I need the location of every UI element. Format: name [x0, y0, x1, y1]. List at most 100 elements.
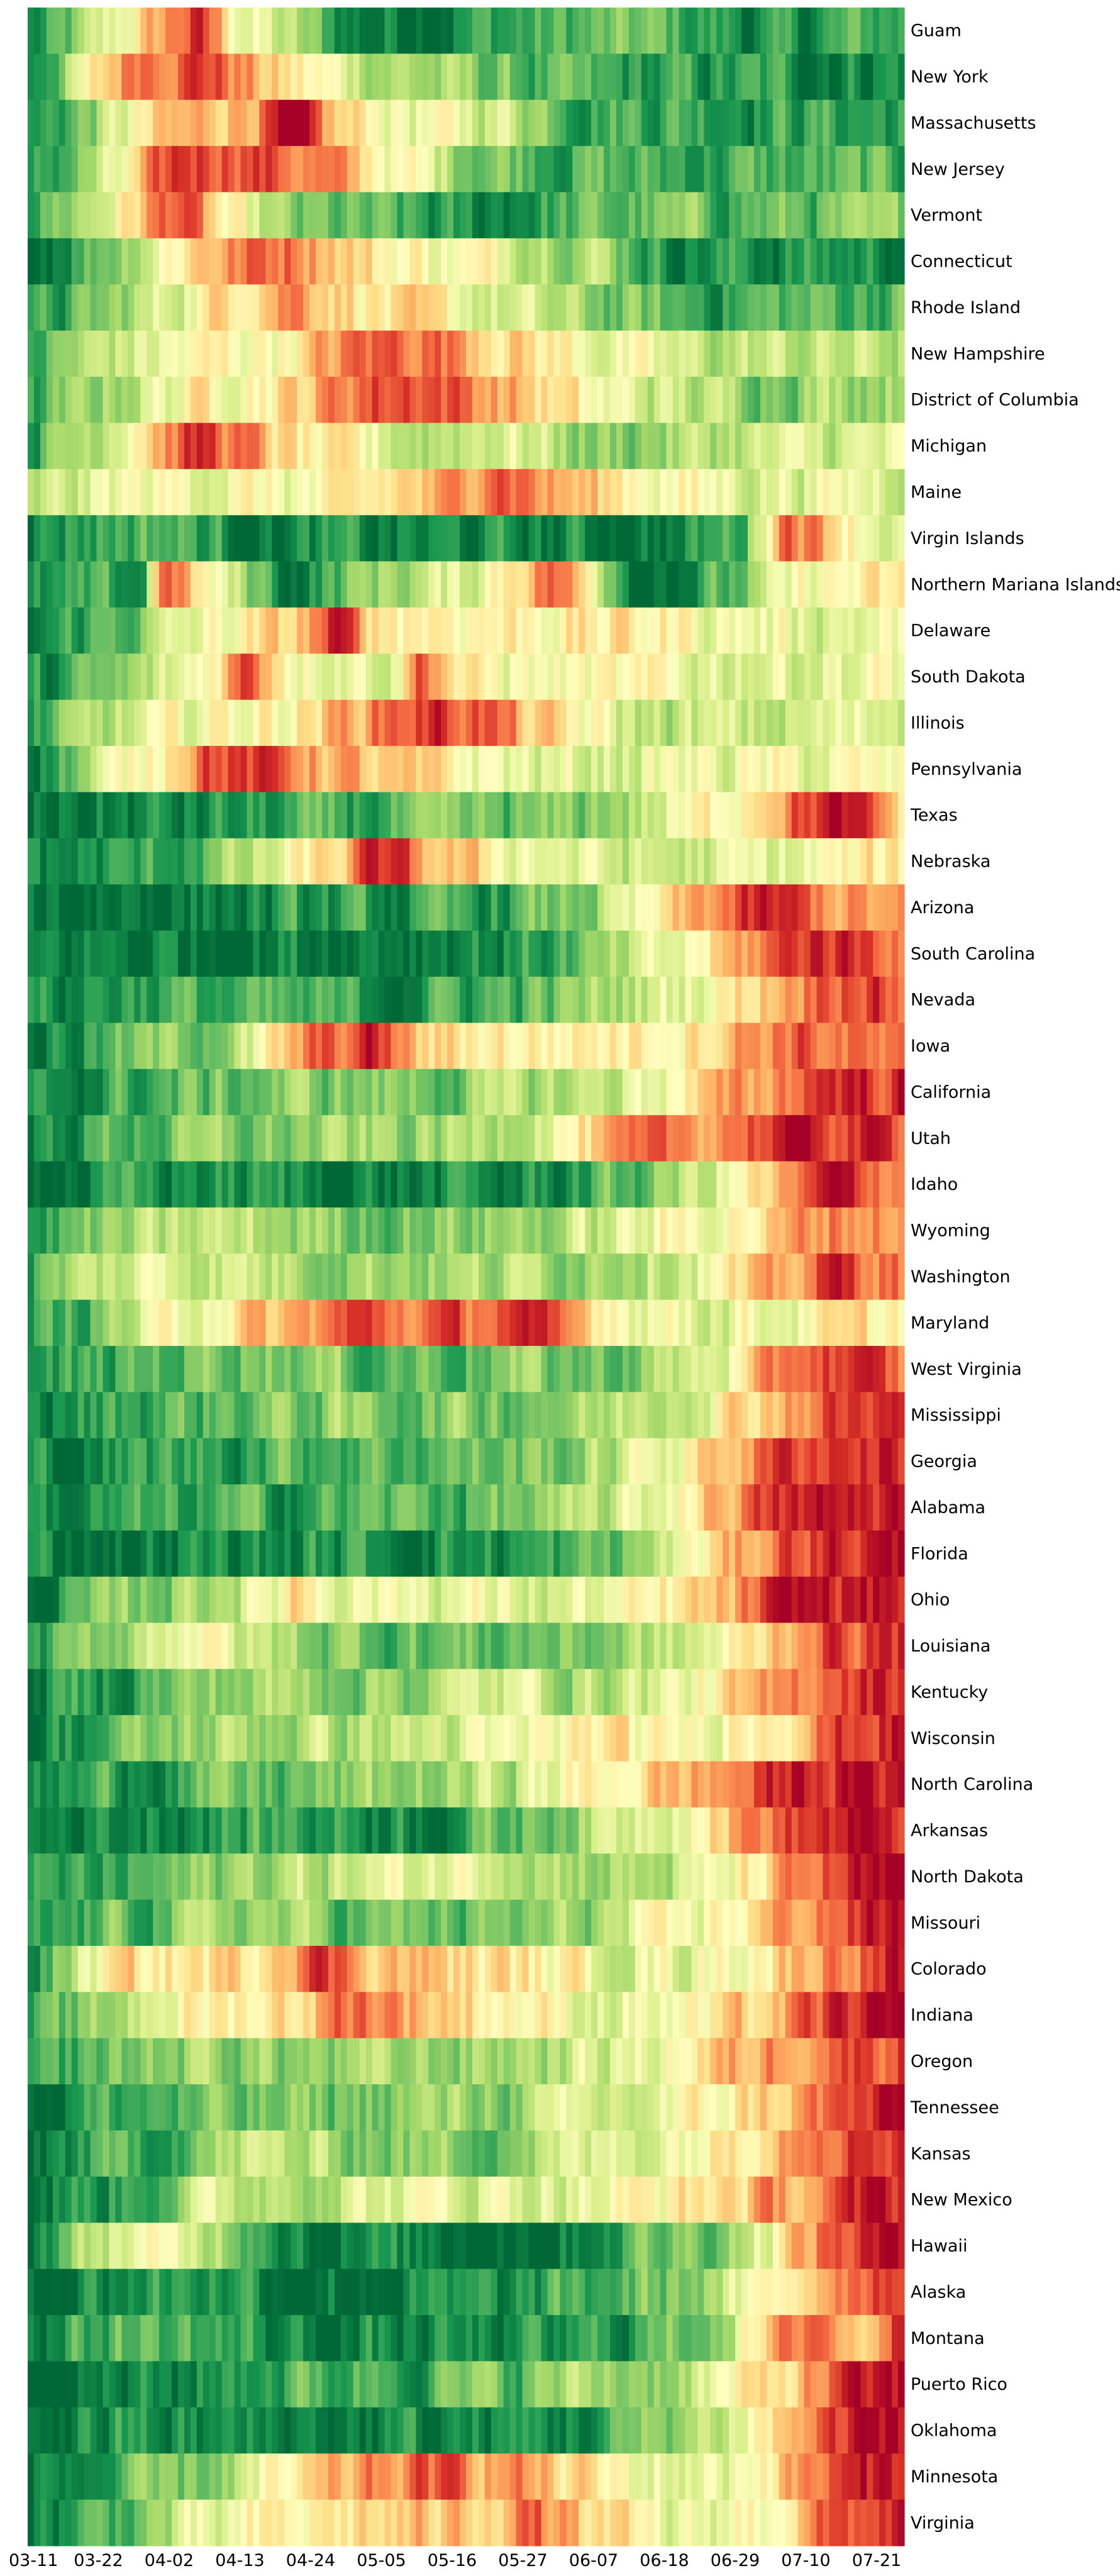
- heatmap-cell: [291, 561, 297, 608]
- heatmap-cell: [541, 792, 548, 839]
- heatmap-cell: [316, 99, 323, 147]
- heatmap-cell: [622, 284, 629, 331]
- heatmap-cell: [585, 192, 592, 239]
- heatmap-cell: [516, 792, 523, 839]
- heatmap-cell: [892, 1023, 899, 1070]
- heatmap-cell: [234, 607, 241, 654]
- heatmap-cell: [209, 884, 216, 931]
- heatmap-cell: [503, 653, 511, 701]
- heatmap-cell: [334, 1207, 341, 1254]
- heatmap-cell: [253, 746, 260, 793]
- heatmap-cell: [33, 1299, 41, 1346]
- heatmap-cell: [491, 1207, 498, 1254]
- heatmap-cell: [221, 699, 229, 747]
- heatmap-cell: [303, 977, 310, 1023]
- heatmap-cell: [566, 1069, 573, 1116]
- heatmap-cell: [729, 838, 736, 885]
- heatmap-cell: [741, 330, 748, 377]
- heatmap-cell: [816, 699, 824, 747]
- heatmap-cell: [779, 330, 786, 377]
- heatmap-cell: [810, 377, 818, 424]
- heatmap-cell: [503, 1023, 511, 1070]
- heatmap-cell: [52, 977, 60, 1023]
- heatmap-cell: [291, 884, 297, 931]
- heatmap-cell: [741, 1530, 748, 1577]
- heatmap-cell: [372, 330, 379, 377]
- heatmap-cell: [297, 469, 304, 516]
- heatmap-cell: [873, 699, 880, 747]
- heatmap-cell: [77, 469, 85, 516]
- heatmap-cell: [772, 1438, 780, 1485]
- heatmap-cell: [748, 884, 755, 931]
- heatmap-cell: [297, 792, 304, 839]
- heatmap-cell: [77, 1023, 85, 1070]
- heatmap-cell: [52, 469, 60, 516]
- heatmap-cell: [653, 1392, 661, 1439]
- heatmap-cell: [704, 1253, 711, 1301]
- heatmap-cell: [528, 653, 536, 701]
- heatmap-cell: [65, 977, 72, 1023]
- heatmap-cell: [585, 1253, 592, 1301]
- heatmap-cell: [566, 838, 573, 885]
- heatmap-cell: [766, 1346, 773, 1393]
- heatmap-cell: [378, 1253, 385, 1301]
- heatmap-cell: [228, 1530, 235, 1577]
- heatmap-cell: [685, 146, 692, 193]
- heatmap-cell: [541, 284, 548, 331]
- heatmap-cell: [772, 792, 780, 839]
- heatmap-cell: [741, 1161, 748, 1208]
- heatmap-cell: [134, 561, 141, 608]
- heatmap-cell: [579, 1069, 585, 1116]
- heatmap-cell: [428, 792, 435, 839]
- heatmap-cell: [804, 238, 811, 285]
- heatmap-cell: [760, 1484, 767, 1531]
- heatmap-cell: [547, 1438, 554, 1485]
- heatmap-cell: [560, 377, 567, 424]
- heatmap-cell: [334, 1346, 341, 1393]
- heatmap-cell: [653, 1576, 661, 1623]
- heatmap-cell: [384, 1023, 392, 1070]
- heatmap-cell: [810, 515, 818, 562]
- heatmap-cell: [71, 238, 79, 285]
- heatmap-cell: [253, 515, 260, 562]
- heatmap-cell: [177, 930, 185, 977]
- heatmap-cell: [372, 1438, 379, 1485]
- heatmap-cell: [153, 1530, 160, 1577]
- heatmap-cell: [115, 930, 122, 977]
- heatmap-cell: [679, 8, 686, 54]
- heatmap-cell: [466, 192, 473, 239]
- heatmap-cell: [196, 1115, 204, 1162]
- heatmap-cell: [321, 884, 329, 931]
- heatmap-cell: [291, 1115, 297, 1162]
- heatmap-cell: [103, 515, 110, 562]
- heatmap-cell: [359, 1392, 367, 1439]
- heatmap-cell: [704, 423, 711, 470]
- heatmap-cell: [234, 977, 241, 1023]
- heatmap-cell: [321, 53, 329, 101]
- heatmap-cell: [90, 330, 97, 377]
- heatmap-cell: [484, 1346, 492, 1393]
- heatmap-cell: [516, 1299, 523, 1346]
- heatmap-cell: [760, 930, 767, 977]
- heatmap-cell: [697, 192, 704, 239]
- heatmap-cell: [816, 146, 824, 193]
- heatmap-cell: [691, 1299, 699, 1346]
- heatmap-cell: [810, 146, 818, 193]
- heatmap-cell: [898, 977, 905, 1023]
- heatmap-cell: [77, 146, 85, 193]
- heatmap-cell: [723, 53, 729, 101]
- heatmap-cell: [541, 1484, 548, 1531]
- heatmap-cell: [491, 699, 498, 747]
- heatmap-cell: [234, 1438, 241, 1485]
- heatmap-cell: [854, 1023, 861, 1070]
- heatmap-cell: [33, 792, 41, 839]
- heatmap-cell: [65, 838, 72, 885]
- heatmap-cell: [77, 561, 85, 608]
- heatmap-cell: [284, 1115, 291, 1162]
- heatmap-cell: [28, 1438, 35, 1485]
- heatmap-cell: [791, 515, 799, 562]
- heatmap-cell: [653, 1299, 661, 1346]
- heatmap-cell: [785, 1299, 792, 1346]
- heatmap-cell: [177, 8, 185, 54]
- heatmap-cell: [71, 1623, 79, 1670]
